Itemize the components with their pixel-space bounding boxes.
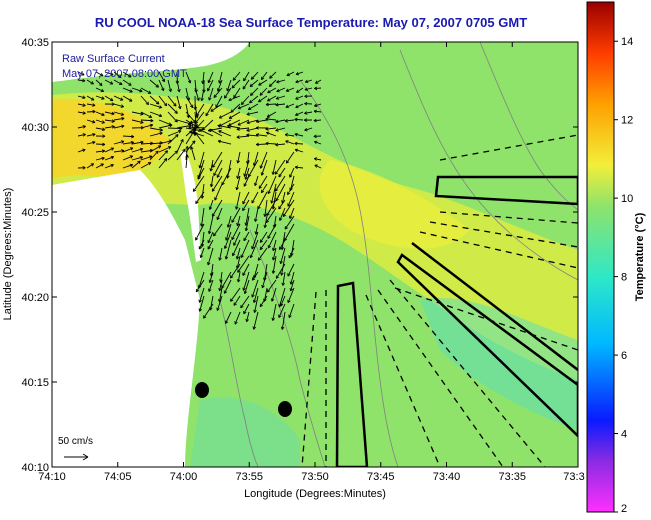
y-tick-label: 40:35: [21, 37, 49, 49]
y-axis-label: Latitude (Degrees:Minutes): [2, 188, 14, 321]
colorbar-tick-label: 4: [621, 429, 627, 441]
colorbar-tick-label: 8: [621, 272, 627, 284]
x-tick-label: 73:40: [433, 471, 461, 483]
overlay-line2: May 07, 2007 08:00 GMT: [62, 68, 187, 80]
x-tick-label: 73:50: [301, 471, 329, 483]
x-tick-label: 74:05: [104, 471, 132, 483]
x-tick-label: 73:45: [367, 471, 395, 483]
x-axis-label: Longitude (Degrees:Minutes): [244, 488, 386, 500]
plot-area: Raw Surface Current May 07, 2007 08:00 G…: [52, 42, 578, 467]
y-tick-label: 40:10: [21, 462, 49, 474]
overlay-line1: Raw Surface Current: [62, 53, 165, 65]
y-tick-label: 40:30: [21, 122, 49, 134]
x-tick-label: 73:55: [235, 471, 263, 483]
y-tick-label: 40:25: [21, 207, 49, 219]
station-marker: [195, 382, 209, 398]
colorbar-tick-label: 6: [621, 350, 627, 362]
colorbar-tick-label: 14: [621, 36, 633, 48]
y-tick-label: 40:15: [21, 377, 49, 389]
colorbar-tick-label: 10: [621, 193, 633, 205]
current-vector: [256, 144, 267, 145]
x-tick-label: 73:35: [498, 471, 526, 483]
colorbar-ticks: 14 12 10 8 6 4 2: [614, 36, 633, 515]
colorbar: [587, 2, 614, 512]
chart-title: RU COOL NOAA-18 Sea Surface Temperature:…: [95, 15, 527, 30]
colorbar-tick-label: 12: [621, 115, 633, 127]
x-tick-label: 73:3: [563, 471, 584, 483]
current-vector: [168, 128, 182, 129]
colorbar-tick-label: 2: [621, 503, 627, 515]
x-tick-label: 74:00: [170, 471, 198, 483]
station-marker: [278, 401, 292, 417]
colorbar-label: Temperature (°C): [634, 212, 646, 301]
scale-label: 50 cm/s: [58, 436, 93, 447]
y-tick-label: 40:20: [21, 292, 49, 304]
